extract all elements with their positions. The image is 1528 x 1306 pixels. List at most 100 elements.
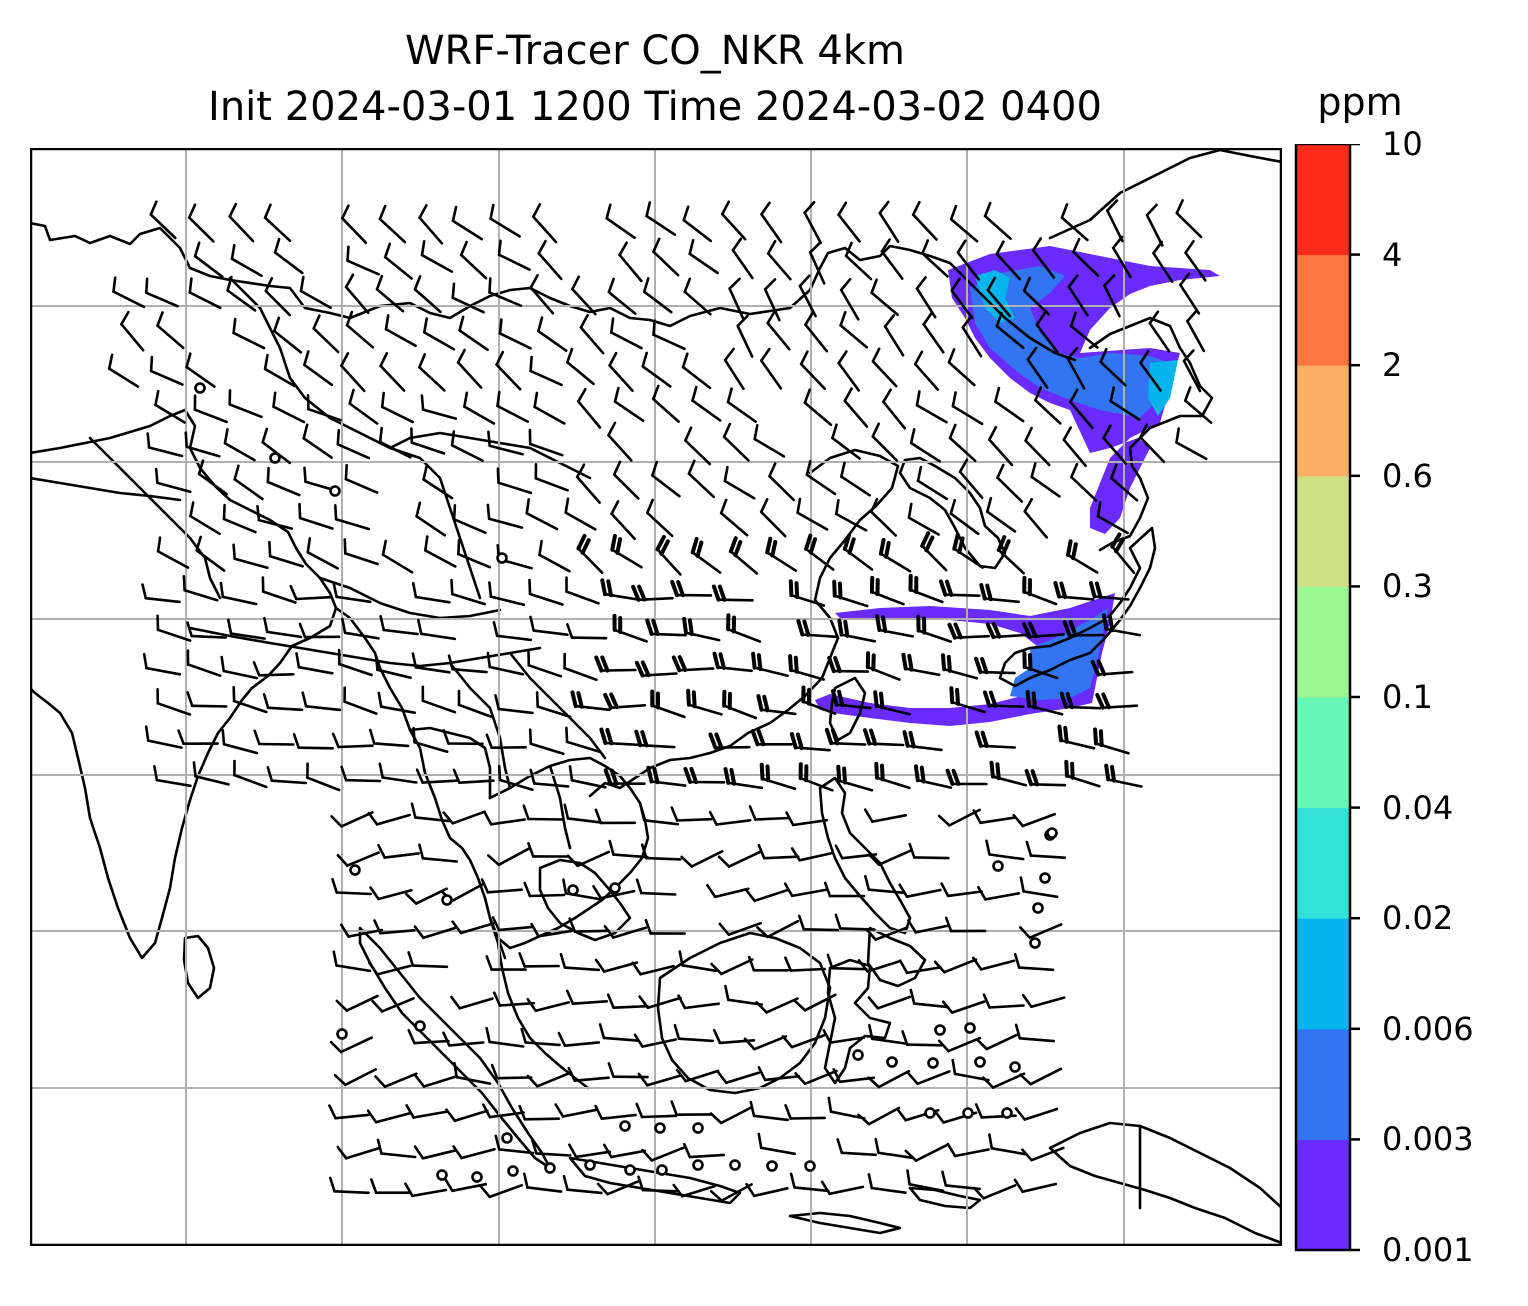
wind-barb bbox=[303, 350, 334, 387]
wind-barb bbox=[557, 1031, 601, 1048]
wind-barb bbox=[875, 614, 915, 638]
wind-barb bbox=[756, 919, 800, 939]
wind-barb bbox=[869, 497, 898, 537]
wind-barb bbox=[1069, 311, 1099, 349]
calm-wind-circle bbox=[1009, 1061, 1021, 1073]
coastline-north bbox=[30, 221, 1077, 362]
wind-barb bbox=[378, 204, 407, 244]
wind-barb bbox=[949, 686, 987, 714]
wind-barb bbox=[865, 926, 909, 941]
wind-barb bbox=[1013, 1178, 1058, 1193]
wind-barb bbox=[759, 347, 783, 390]
wind-barb bbox=[566, 623, 608, 640]
wind-barb bbox=[981, 1072, 1026, 1089]
coastline-kamchatka-edge bbox=[1048, 148, 1282, 240]
wind-barb bbox=[420, 240, 454, 273]
wind-barb bbox=[302, 423, 333, 459]
calm-wind-circle bbox=[934, 1024, 946, 1036]
wind-barb bbox=[634, 729, 676, 749]
wind-barb bbox=[637, 1072, 682, 1087]
wind-barb bbox=[794, 1069, 838, 1086]
wind-barb bbox=[565, 576, 600, 605]
wind-barb bbox=[836, 1138, 878, 1157]
wind-barb bbox=[306, 537, 340, 570]
wind-barb bbox=[612, 460, 640, 500]
colorbar-tick-label: 10 bbox=[1382, 125, 1423, 163]
calm-wind-circle bbox=[501, 1132, 513, 1144]
wind-barb bbox=[938, 579, 981, 598]
wind-barb bbox=[673, 1023, 715, 1043]
wind-barb bbox=[637, 1175, 679, 1193]
wind-barb bbox=[445, 1108, 489, 1123]
calm-wind-circle bbox=[886, 1056, 898, 1068]
wind-barb bbox=[1139, 350, 1162, 392]
wind-barb bbox=[485, 1026, 525, 1048]
wind-barb bbox=[142, 652, 182, 676]
wind-barb bbox=[453, 1061, 492, 1085]
wind-barb bbox=[718, 921, 763, 936]
wind-barb bbox=[576, 388, 602, 429]
wind-barb bbox=[489, 203, 521, 238]
wind-barb bbox=[252, 660, 295, 677]
wind-barb bbox=[369, 1178, 412, 1194]
wind-barb bbox=[339, 923, 384, 938]
wind-barb bbox=[496, 390, 530, 423]
colorbar-segment bbox=[1296, 1028, 1350, 1140]
calm-wind-circle bbox=[624, 1164, 636, 1176]
colorbar-tick-label: 0.3 bbox=[1382, 567, 1433, 606]
wind-barb bbox=[869, 575, 905, 606]
wind-barb bbox=[530, 922, 574, 938]
wind-barb bbox=[289, 584, 332, 601]
wind-barb bbox=[1186, 309, 1206, 353]
calm-wind-circle bbox=[927, 1057, 939, 1069]
wind-barb bbox=[341, 617, 380, 640]
wind-barb bbox=[684, 426, 712, 466]
wind-barb bbox=[839, 310, 869, 349]
wind-barb bbox=[681, 352, 712, 390]
wind-barb bbox=[839, 278, 860, 321]
wind-barb bbox=[686, 688, 723, 716]
wind-barb bbox=[808, 241, 826, 285]
wind-barb bbox=[655, 535, 682, 576]
wind-barb bbox=[951, 1058, 990, 1082]
wind-barb bbox=[901, 652, 941, 677]
wind-barb bbox=[743, 1035, 788, 1051]
wind-barb bbox=[377, 691, 417, 715]
calm-wind-circle bbox=[992, 860, 1004, 872]
wind-barb bbox=[1110, 463, 1139, 502]
wind-barb bbox=[678, 950, 718, 973]
wind-barb bbox=[652, 319, 686, 351]
wind-barb bbox=[1013, 952, 1055, 972]
calm-wind-circle bbox=[692, 1122, 704, 1134]
wind-barb bbox=[518, 951, 560, 968]
wind-barb bbox=[1066, 539, 1099, 574]
wind-barb bbox=[450, 995, 494, 1010]
coastline-sulawesi bbox=[823, 958, 892, 1085]
wind-barb bbox=[785, 811, 829, 827]
wind-barb bbox=[228, 202, 255, 243]
wind-barb bbox=[405, 1104, 449, 1119]
calm-wind-circle bbox=[436, 1169, 448, 1181]
wind-barb bbox=[717, 850, 762, 868]
wind-barb bbox=[227, 618, 266, 640]
wind-barb bbox=[995, 240, 1022, 281]
wind-barb bbox=[913, 764, 953, 789]
wind-barb bbox=[273, 237, 304, 275]
colorbar-segment bbox=[1296, 1139, 1350, 1251]
wind-barb bbox=[956, 239, 981, 281]
wind-barb bbox=[675, 1068, 720, 1083]
wind-barb bbox=[683, 277, 712, 316]
wind-barb bbox=[1184, 386, 1213, 425]
wind-barb bbox=[256, 504, 294, 530]
wind-barb bbox=[1148, 310, 1171, 353]
wind-barb bbox=[922, 311, 945, 354]
calm-wind-circle bbox=[619, 1120, 631, 1132]
wind-barb bbox=[418, 204, 444, 245]
wind-barb bbox=[1059, 691, 1102, 710]
wind-barb bbox=[1175, 199, 1203, 239]
wind-barb bbox=[645, 201, 677, 236]
wind-barb bbox=[456, 348, 483, 389]
wind-barb bbox=[442, 729, 484, 746]
wind-barb bbox=[1090, 659, 1134, 677]
wind-barb bbox=[909, 427, 942, 463]
